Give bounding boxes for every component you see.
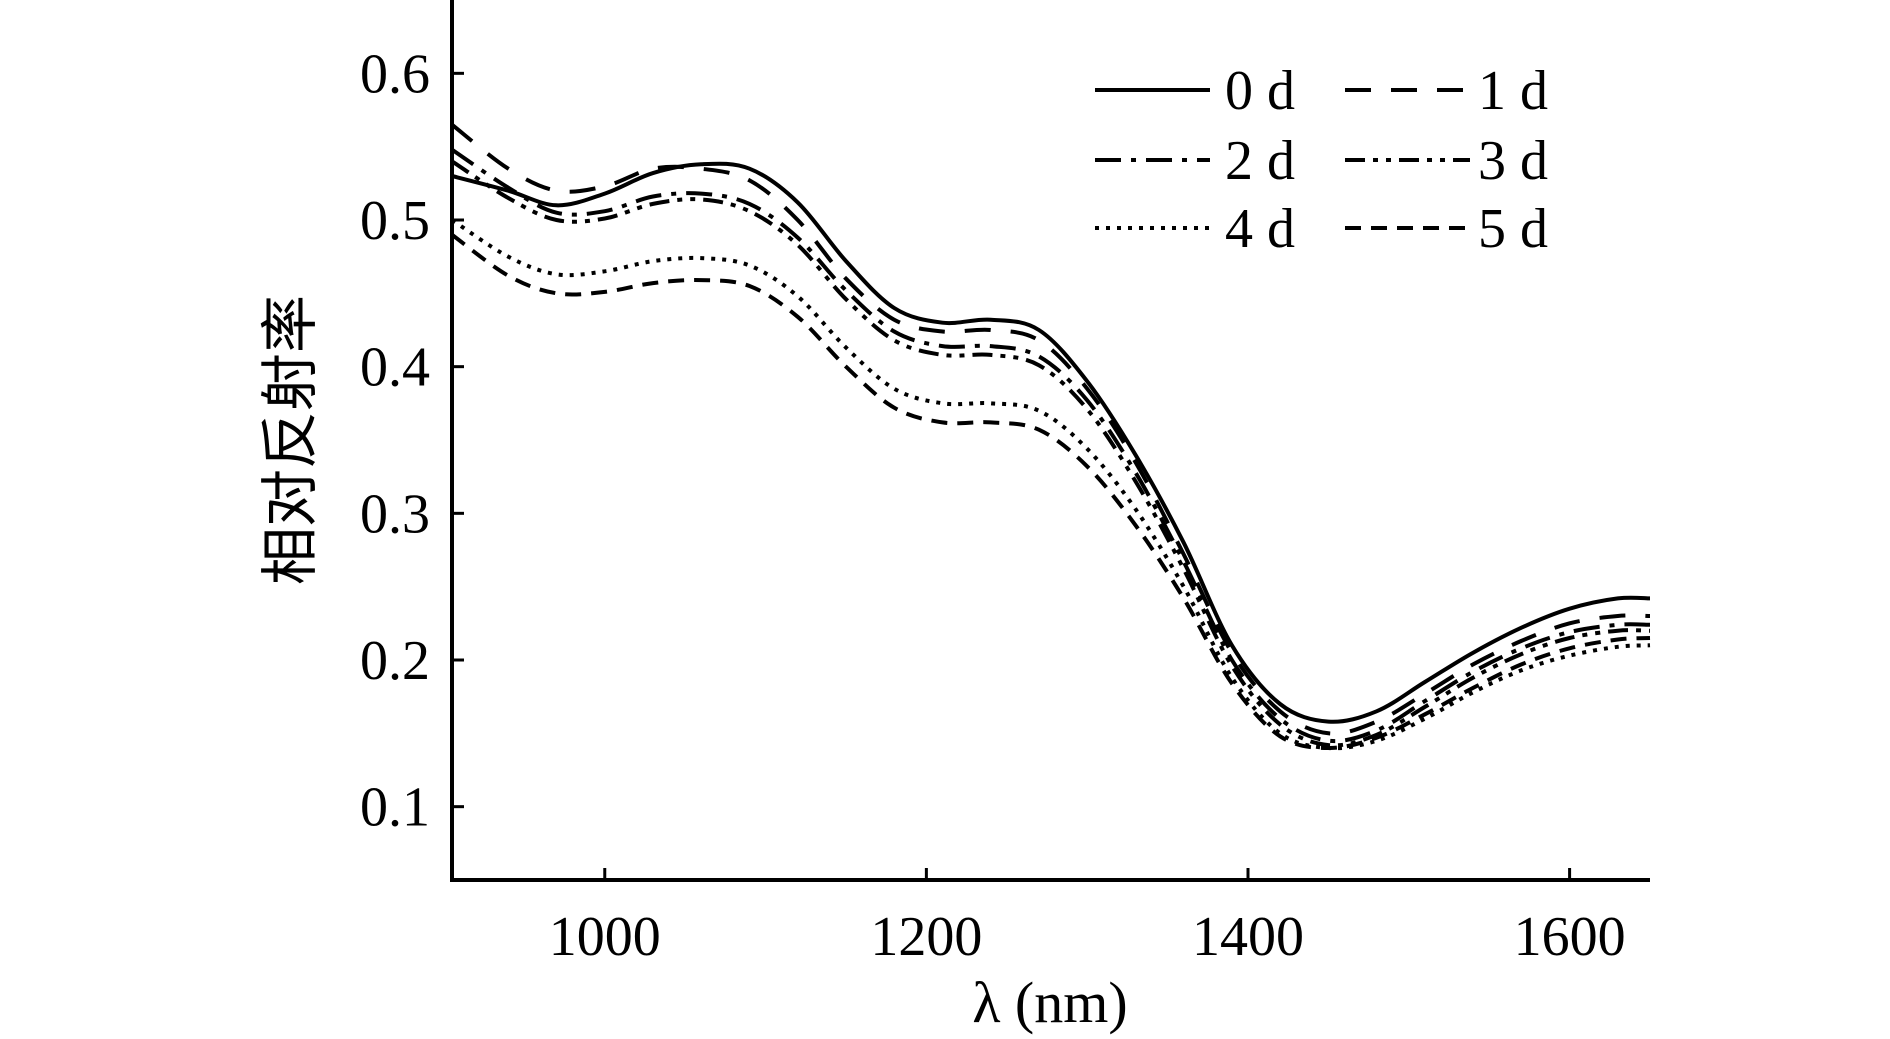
x-tick-label: 1000 bbox=[549, 906, 661, 968]
ticks-layer: 1000 1200 1400 1600 0.1 0.2 0.3 0.4 0.5 0.6 bbox=[360, 43, 1626, 968]
series-line-4 bbox=[450, 218, 1651, 751]
legend-label-2: 2 d bbox=[1225, 130, 1295, 192]
series-line-5 bbox=[450, 233, 1651, 751]
legend-label-4: 4 d bbox=[1225, 198, 1295, 260]
y-tick-label: 0.1 bbox=[360, 777, 430, 839]
y-tick-label: 0.5 bbox=[360, 190, 430, 252]
y-tick-label: 0.6 bbox=[360, 43, 430, 105]
y-tick-label: 0.2 bbox=[360, 630, 430, 692]
legend: 0 d 1 d 2 d 3 d 4 d 5 d bbox=[1095, 60, 1548, 260]
x-tick-label: 1200 bbox=[870, 906, 982, 968]
axes-layer bbox=[450, 0, 1650, 882]
series-line-1 bbox=[450, 123, 1651, 736]
y-tick-label: 0.4 bbox=[360, 337, 430, 399]
y-axis-label: 相对反射率 bbox=[258, 295, 323, 585]
series-layer bbox=[450, 123, 1651, 751]
x-tick-label: 1600 bbox=[1514, 906, 1626, 968]
x-tick-label: 1400 bbox=[1192, 906, 1304, 968]
series-line-3 bbox=[450, 159, 1651, 748]
legend-label-3: 3 d bbox=[1478, 130, 1548, 192]
legend-label-0: 0 d bbox=[1225, 60, 1295, 122]
legend-label-1: 1 d bbox=[1478, 60, 1548, 122]
legend-label-5: 5 d bbox=[1478, 198, 1548, 260]
x-axis-label: λ (nm) bbox=[972, 970, 1127, 1035]
series-line-0 bbox=[451, 161, 1651, 724]
series-line-2 bbox=[450, 147, 1651, 744]
y-tick-label: 0.3 bbox=[360, 483, 430, 545]
